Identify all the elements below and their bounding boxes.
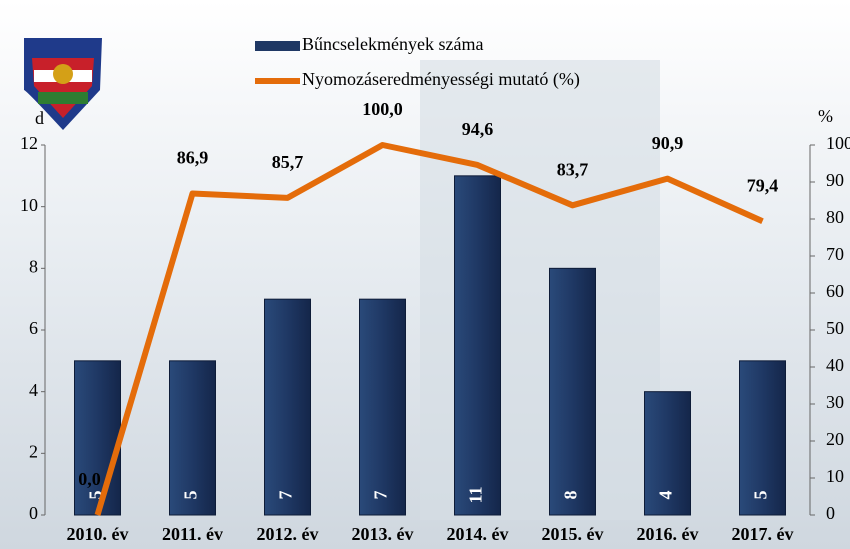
bar <box>550 268 596 515</box>
x-tick-label: 2016. év <box>637 524 699 544</box>
y-tick-label: 6 <box>29 318 38 338</box>
y2-tick-label: 0 <box>826 503 835 523</box>
x-tick-label: 2015. év <box>542 524 604 544</box>
bar-value-label: 8 <box>561 491 581 500</box>
legend-label: Nyomozáseredményességi mutató (%) <box>302 69 580 90</box>
x-tick-label: 2012. év <box>257 524 319 544</box>
bar-value-label: 5 <box>181 491 201 500</box>
bar <box>265 299 311 515</box>
y2-tick-label: 100 <box>826 133 850 153</box>
bar <box>360 299 406 515</box>
y-axis-label: d <box>35 108 44 128</box>
bar <box>455 176 501 515</box>
y2-tick-label: 10 <box>826 466 844 486</box>
y2-tick-label: 60 <box>826 281 844 301</box>
line-value-label: 85,7 <box>272 152 304 172</box>
line-value-label: 100,0 <box>362 99 403 119</box>
legend-swatch-bar <box>255 41 300 51</box>
bar-value-label: 7 <box>371 491 391 500</box>
y2-tick-label: 30 <box>826 392 844 412</box>
line-value-label: 0,0 <box>78 469 101 489</box>
bar-value-label: 4 <box>656 491 676 500</box>
bar-value-label: 5 <box>751 491 771 500</box>
bar-value-label: 7 <box>276 491 296 500</box>
y-tick-label: 12 <box>20 133 38 153</box>
x-tick-label: 2013. év <box>352 524 414 544</box>
y2-tick-label: 70 <box>826 244 844 264</box>
line-value-label: 83,7 <box>557 159 589 179</box>
y-tick-label: 8 <box>29 256 38 276</box>
legend-label: Bűncselekmények száma <box>302 34 483 54</box>
line-value-label: 79,4 <box>747 175 779 195</box>
line-value-label: 94,6 <box>462 119 494 139</box>
y-tick-label: 2 <box>29 441 38 461</box>
line-value-label: 90,9 <box>652 133 684 153</box>
y-tick-label: 4 <box>29 380 38 400</box>
y2-axis-label: % <box>818 106 833 126</box>
chart: d % Bűncselekmények száma Nyomozáseredmé… <box>0 0 850 549</box>
x-tick-label: 2011. év <box>162 524 223 544</box>
x-tick-label: 2010. év <box>67 524 129 544</box>
y2-tick-label: 50 <box>826 318 844 338</box>
y-tick-label: 10 <box>20 195 38 215</box>
y2-tick-label: 80 <box>826 207 844 227</box>
y2-tick-label: 20 <box>826 429 844 449</box>
bar-value-label: 11 <box>466 486 486 503</box>
x-tick-label: 2017. év <box>732 524 794 544</box>
line-value-label: 86,9 <box>177 148 209 168</box>
x-tick-label: 2014. év <box>447 524 509 544</box>
y-tick-label: 0 <box>29 503 38 523</box>
y2-tick-label: 90 <box>826 170 844 190</box>
y2-tick-label: 40 <box>826 355 844 375</box>
